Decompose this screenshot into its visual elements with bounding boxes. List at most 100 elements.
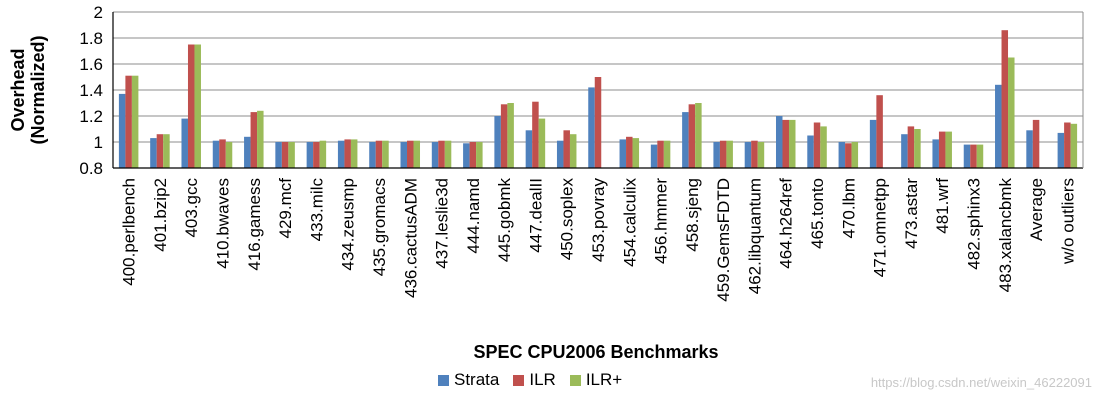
bar-strata-450.soplex	[556, 140, 564, 168]
bar-strata-416.gamess	[244, 136, 251, 168]
x-tick-label: 470.lbm	[839, 178, 858, 238]
bar-ilr-444.namd	[469, 142, 477, 168]
bar-ilr-plus-462.libquantum	[757, 142, 765, 168]
x-tick-label: 416.gamess	[245, 178, 264, 271]
bar-ilr-429.mcf	[281, 142, 289, 168]
x-tick-label: 401.bzip2	[151, 178, 170, 252]
bar-ilr-plus-447.dealII	[538, 118, 546, 168]
bar-ilr-plus-444.namd	[476, 142, 483, 168]
y-tick-label: 0.8	[79, 159, 103, 178]
bar-ilr-410.bwaves	[219, 139, 226, 168]
bar-ilr-453.povray	[594, 77, 602, 168]
bar-ilr-plus-400.perlbench	[131, 75, 139, 168]
y-tick-label: 1.8	[79, 29, 103, 48]
x-tick-label: 435.gromacs	[370, 178, 389, 276]
bar-ilr-plus-450.soplex	[569, 134, 577, 168]
x-tick-label: 450.soplex	[558, 178, 577, 261]
bar-ilr-plus-459.GemsFDTD	[726, 140, 733, 168]
bar-ilr-436.cactusADM	[407, 140, 414, 168]
bar-ilr-plus-436.cactusADM	[413, 140, 421, 168]
bar-ilr-447.dealII	[532, 101, 539, 168]
bar-ilr-465.tonto	[813, 122, 821, 168]
y-tick-label: 1	[94, 133, 103, 152]
bar-strata-454.calculix	[619, 139, 627, 168]
bar-ilr-plus-482.sphinx3	[976, 144, 984, 168]
x-tick-label: 429.mcf	[276, 178, 295, 239]
bar-strata-410.bwaves	[212, 140, 220, 168]
x-tick-label: 482.sphinx3	[964, 178, 983, 270]
legend-swatch	[438, 374, 449, 386]
bar-ilr-plus-437.leslie3d	[444, 140, 452, 168]
legend-swatch	[513, 374, 525, 386]
x-tick-label: 436.cactusADM	[401, 178, 420, 298]
bar-ilr-plus-465.tonto	[820, 126, 827, 168]
bar-ilr-w/o outliers	[1064, 122, 1071, 168]
x-tick-label: Average	[1027, 178, 1046, 241]
x-tick-label: 483.xalancbmk	[996, 178, 1015, 293]
x-tick-label: 403.gcc	[182, 178, 201, 238]
bar-strata-473.astar	[901, 134, 908, 168]
bar-strata-400.perlbench	[118, 93, 126, 168]
x-tick-label: 453.povray	[589, 178, 608, 263]
bar-ilr-471.omnetpp	[876, 95, 883, 168]
axes	[112, 12, 1084, 169]
bar-ilr-454.calculix	[626, 136, 633, 168]
bar-ilr-403.gcc	[187, 44, 195, 168]
x-tick-label: 410.bwaves	[214, 178, 233, 269]
bar-strata-435.gromacs	[369, 142, 376, 168]
bar-ilr-483.xalancbmk	[1001, 30, 1009, 169]
bar-strata-401.bzip2	[150, 138, 157, 168]
bar-ilr-plus-403.gcc	[194, 44, 201, 168]
bar-ilr-plus-470.lbm	[851, 142, 859, 168]
legend-label: ILR+	[585, 370, 623, 389]
bar-ilr-416.gamess	[250, 112, 258, 168]
x-tick-label: w/o outliers	[1058, 178, 1077, 265]
x-tick-label: 458.sjeng	[683, 178, 702, 252]
bar-strata-Average	[1026, 130, 1033, 168]
x-tick-label: 462.libquantum	[745, 178, 764, 294]
bar-ilr-435.gromacs	[375, 140, 383, 168]
x-tick-label: 437.leslie3d	[433, 178, 452, 269]
legend-label: Strata	[454, 370, 500, 389]
bar-ilr-plus-433.milc	[319, 140, 327, 168]
bar-ilr-plus-473.astar	[914, 129, 921, 168]
legend: Strata ILR ILR+	[438, 370, 622, 390]
bar-strata-462.libquantum	[744, 142, 752, 168]
y-tick-label: 1.6	[79, 55, 103, 74]
x-tick-label: 447.dealII	[526, 178, 545, 253]
bar-ilr-459.GemsFDTD	[719, 140, 727, 168]
bar-ilr-470.lbm	[845, 143, 852, 168]
bar-strata-445.gobmk	[494, 116, 501, 168]
watermark: https://blog.csdn.net/weixin_46222091	[870, 375, 1092, 390]
bar-strata-436.cactusADM	[400, 142, 408, 168]
bar-ilr-plus-416.gamess	[257, 110, 264, 168]
bar-ilr-plus-401.bzip2	[163, 134, 170, 168]
bar-ilr-plus-456.hmmer	[663, 140, 671, 168]
bar-ilr-plus-464.h264ref	[788, 119, 796, 168]
legend-item-ilr: ILR	[513, 370, 556, 390]
x-tick-label: 473.astar	[902, 178, 921, 249]
bar-strata-447.dealII	[525, 130, 533, 168]
x-tick-label: 481.wrf	[933, 178, 952, 234]
legend-item-ilr-plus: ILR+	[569, 370, 623, 390]
bar-strata-444.namd	[463, 143, 470, 168]
bar-strata-437.leslie3d	[431, 142, 439, 168]
bar-strata-433.milc	[306, 142, 314, 168]
x-tick-label: 465.tonto	[808, 178, 827, 249]
bar-ilr-464.h264ref	[782, 119, 789, 168]
bar-strata-403.gcc	[181, 118, 188, 168]
bar-ilr-458.sjeng	[688, 104, 696, 168]
bar-ilr-401.bzip2	[156, 134, 164, 168]
bar-ilr-445.gobmk	[500, 104, 508, 168]
bar-ilr-plus-434.zeusmp	[350, 139, 358, 168]
bar-ilr-473.astar	[907, 126, 915, 168]
y-tick-label: 1.2	[79, 107, 103, 126]
bar-ilr-plus-458.sjeng	[695, 103, 702, 168]
bar-strata-459.GemsFDTD	[713, 142, 720, 168]
bar-strata-481.wrf	[932, 139, 939, 168]
x-tick-label: 454.calculix	[620, 178, 639, 267]
bar-strata-456.hmmer	[650, 144, 658, 168]
bar-ilr-434.zeusmp	[344, 139, 351, 168]
x-axis-label: SPEC CPU2006 Benchmarks	[473, 342, 718, 362]
